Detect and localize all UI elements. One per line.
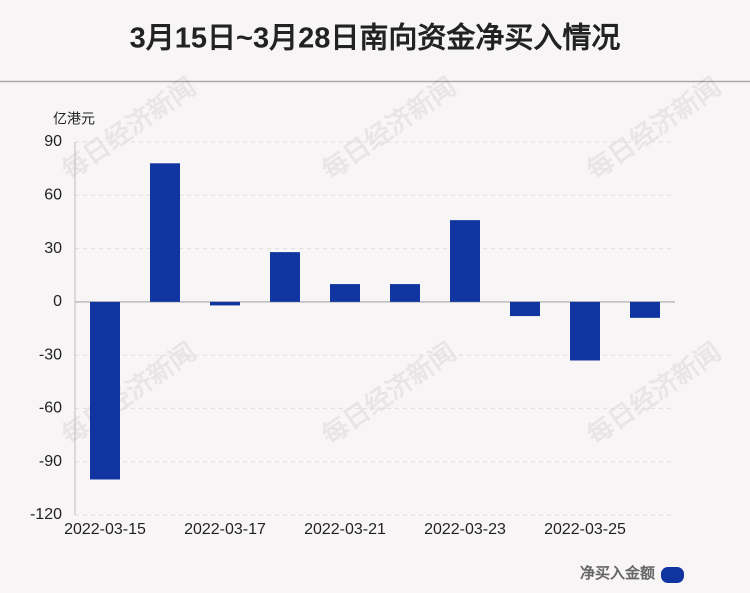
y-tick-label: 30 <box>44 240 62 257</box>
x-tick-label: 2022-03-17 <box>184 521 266 538</box>
bar <box>630 301 660 318</box>
bar <box>270 252 300 302</box>
bar <box>210 301 240 306</box>
y-tick-label: 60 <box>44 187 62 204</box>
y-tick-label: -90 <box>39 453 62 470</box>
legend-swatch <box>661 567 684 583</box>
bar <box>450 220 480 302</box>
y-tick-label: 0 <box>53 293 62 310</box>
chart-title: 3月15日~3月28日南向资金净买入情况 <box>130 21 621 55</box>
x-tick-label: 2022-03-15 <box>64 521 146 538</box>
x-tick-label: 2022-03-25 <box>544 521 626 538</box>
y-tick-label: -60 <box>39 400 62 417</box>
y-axis-unit: 亿港元 <box>53 111 95 127</box>
bar <box>150 163 180 302</box>
bar <box>390 284 420 302</box>
legend-label: 净买入金额 <box>580 564 655 582</box>
y-tick-label: -30 <box>39 346 62 363</box>
y-tick-label: 90 <box>44 133 62 150</box>
bar <box>570 301 600 361</box>
y-tick-label: -120 <box>30 506 62 523</box>
bar <box>510 301 540 317</box>
x-tick-label: 2022-03-21 <box>304 521 386 538</box>
bar <box>90 301 120 480</box>
bar <box>330 284 360 302</box>
x-tick-label: 2022-03-23 <box>424 521 506 538</box>
